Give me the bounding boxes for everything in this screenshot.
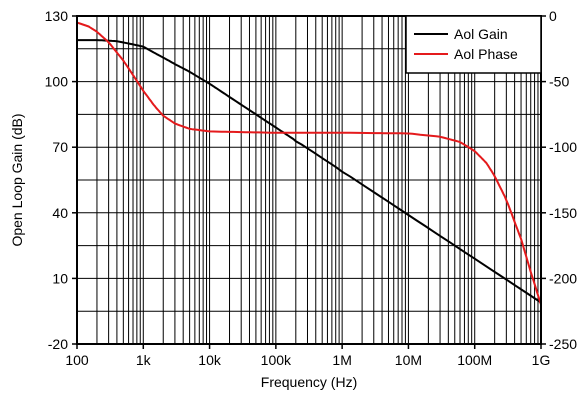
legend-box xyxy=(405,15,542,74)
axis-ticks: 100 1k 10k 100k 1M 10M 100M 1G -20 10 40 70 100 130 -2… xyxy=(45,8,578,368)
y2-tick-label: -250 xyxy=(549,336,577,352)
plot-frame xyxy=(76,15,542,345)
y2-tick-label: -100 xyxy=(549,139,577,155)
y-tick-label: 100 xyxy=(45,74,69,90)
y2-tick-label: -200 xyxy=(549,270,577,286)
y-tick-label: 10 xyxy=(52,270,68,286)
y2-tick-label: 0 xyxy=(549,8,557,24)
x-tick-label: 10M xyxy=(395,352,422,368)
x-tick-label: 10k xyxy=(198,352,222,368)
y-tick-label: 40 xyxy=(52,205,68,221)
series-layer xyxy=(76,21,542,305)
y-tick-label: 70 xyxy=(52,139,68,155)
series-line-aol-gain xyxy=(77,39,542,304)
x-tick-label: 1k xyxy=(136,352,152,368)
x-tick-label: 100M xyxy=(457,352,492,368)
y-axis-label: Open Loop Gain (dB) xyxy=(9,113,25,246)
legend-label-aol-gain: Aol Gain xyxy=(454,26,508,42)
series-line-aol-phase xyxy=(76,21,542,305)
x-tick-label: 1G xyxy=(532,352,551,368)
legend-label-aol-phase: Aol Phase xyxy=(454,46,518,62)
x-axis-label: Frequency (Hz) xyxy=(261,374,357,390)
x-tick-label: 100k xyxy=(261,352,292,368)
x-tick-label: 1M xyxy=(332,352,351,368)
y2-tick-label: -150 xyxy=(549,205,577,221)
y-tick-label: -20 xyxy=(48,336,68,352)
x-tick-label: 100 xyxy=(65,352,89,368)
legend: Aol Gain Aol Phase xyxy=(405,15,542,74)
y2-tick-label: -50 xyxy=(549,74,569,90)
y-tick-label: 130 xyxy=(45,8,69,24)
